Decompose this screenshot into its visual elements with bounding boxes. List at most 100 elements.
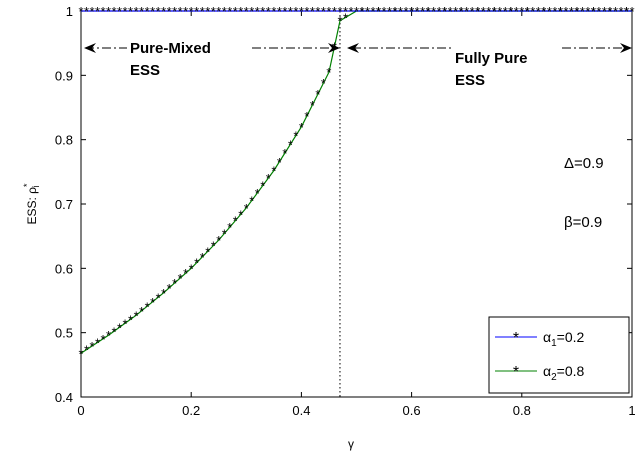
data-point: *	[150, 4, 155, 19]
arrowhead-right-1	[328, 43, 340, 53]
data-point: *	[78, 346, 83, 361]
data-point: *	[150, 295, 155, 310]
data-point: *	[552, 4, 557, 19]
data-point: *	[178, 4, 183, 19]
data-point: *	[233, 214, 238, 229]
data-point: *	[481, 4, 486, 19]
data-point: *	[343, 10, 348, 25]
series-1: * * * * * * * * * * * * * * * * * * * * * * * * * * * * * * * * * * * * * * * *…	[78, 4, 634, 19]
data-point: *	[525, 4, 530, 19]
data-point: *	[607, 4, 612, 19]
data-point: *	[271, 4, 276, 19]
region-left-label-line2: ESS	[130, 62, 160, 79]
data-point: *	[459, 4, 464, 19]
arrowheads	[84, 43, 632, 53]
data-point: *	[354, 4, 359, 19]
data-point: *	[282, 4, 287, 19]
data-point: *	[585, 4, 590, 19]
data-point: *	[299, 120, 304, 135]
data-point: *	[299, 4, 304, 19]
x-axis-ticks: 0 0.2 0.4 0.6 0.8 1	[77, 11, 636, 418]
data-point: *	[161, 4, 166, 19]
legend-box	[488, 316, 630, 394]
data-point: *	[172, 4, 177, 19]
data-point: *	[194, 256, 199, 271]
data-point: *	[442, 4, 447, 19]
data-point: *	[541, 4, 546, 19]
data-point: *	[249, 193, 254, 208]
x-tick-label: 0.2	[182, 403, 200, 418]
data-point: *	[326, 65, 331, 80]
data-point: *	[194, 4, 199, 19]
data-point: *	[244, 201, 249, 216]
data-point: *	[470, 4, 475, 19]
data-point: *	[139, 304, 144, 319]
data-point: *	[211, 4, 216, 19]
y-tick-label: 0.9	[55, 68, 73, 83]
data-point: *	[156, 290, 161, 305]
data-point: *	[591, 4, 596, 19]
x-axis-label: γ	[348, 437, 354, 451]
data-point: *	[139, 4, 144, 19]
data-point: *	[629, 4, 634, 19]
data-point: *	[293, 129, 298, 144]
x-tick-label: 0.8	[513, 403, 531, 418]
data-point: *	[178, 271, 183, 286]
data-point: *	[393, 4, 398, 19]
data-point: *	[453, 4, 458, 19]
data-point: *	[376, 4, 381, 19]
y-tick-label: 0.6	[55, 261, 73, 276]
x-tick-label: 0.6	[403, 403, 421, 418]
x-tick-label: 1	[628, 403, 635, 418]
data-point: *	[227, 220, 232, 235]
data-point: *	[409, 4, 414, 19]
data-point: *	[117, 4, 122, 19]
data-point: *	[84, 343, 89, 358]
data-point: *	[266, 4, 271, 19]
data-point: *	[310, 98, 315, 113]
data-point: *	[426, 4, 431, 19]
data-point: *	[205, 4, 210, 19]
data-point: *	[497, 4, 502, 19]
data-point: *	[370, 4, 375, 19]
data-point: *	[382, 4, 387, 19]
data-point: *	[326, 4, 331, 19]
data-point: *	[398, 4, 403, 19]
region-left-label-line1: Pure-Mixed	[130, 40, 211, 57]
data-point: *	[519, 4, 524, 19]
data-point: *	[167, 281, 172, 296]
y-axis-label: ESS: ρ*i	[22, 183, 41, 225]
data-point: *	[304, 4, 309, 19]
data-point: *	[508, 4, 513, 19]
data-point: *	[387, 4, 392, 19]
data-point: *	[293, 4, 298, 19]
data-point: *	[205, 244, 210, 259]
data-point: *	[101, 4, 106, 19]
legend-marker-series-1: *	[513, 330, 519, 347]
delta-note: Δ=0.9	[564, 155, 604, 172]
legend: * α1=0.2 * α2=0.8	[488, 316, 630, 394]
data-point: *	[106, 4, 111, 19]
data-point: *	[415, 4, 420, 19]
data-point: *	[183, 266, 188, 281]
y-tick-label: 0.5	[55, 326, 73, 341]
data-point: *	[123, 316, 128, 331]
arrowhead-right-2	[620, 43, 632, 53]
data-point: *	[288, 4, 293, 19]
data-point: *	[244, 4, 249, 19]
data-point: *	[145, 4, 150, 19]
data-point: *	[277, 155, 282, 170]
data-point: *	[266, 171, 271, 186]
data-point: *	[255, 186, 260, 201]
data-point: *	[145, 299, 150, 314]
data-point: *	[569, 4, 574, 19]
data-point: *	[315, 4, 320, 19]
data-point: *	[200, 4, 205, 19]
data-point: *	[448, 4, 453, 19]
data-point: *	[78, 4, 83, 19]
data-point: *	[464, 4, 469, 19]
data-point: *	[277, 4, 282, 19]
y-axis-label-text: ESS: ρ*i	[22, 183, 41, 225]
data-point: *	[310, 4, 315, 19]
data-point: *	[365, 4, 370, 19]
